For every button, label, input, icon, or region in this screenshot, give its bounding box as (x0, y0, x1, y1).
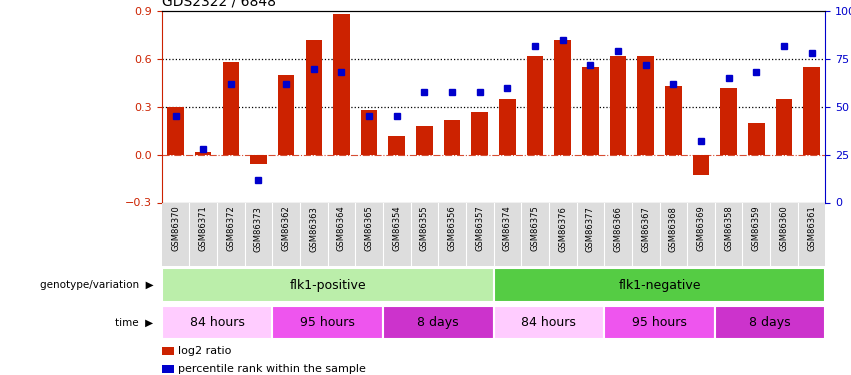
Bar (720, 88, 737, 154)
Text: time  ▶: time ▶ (115, 318, 153, 327)
Bar (494, 306, 604, 339)
Bar (527, 56, 544, 154)
Bar (334, 14, 350, 154)
Text: flk1-positive: flk1-positive (289, 279, 366, 291)
Text: GSM86357: GSM86357 (475, 206, 484, 251)
Text: 8 days: 8 days (418, 316, 459, 329)
Bar (803, 67, 820, 154)
Bar (748, 123, 764, 154)
Text: GSM86360: GSM86360 (780, 206, 789, 251)
Text: GSM86356: GSM86356 (448, 206, 457, 251)
Bar (383, 306, 494, 339)
Text: GSM86366: GSM86366 (614, 206, 623, 252)
Bar (388, 136, 405, 154)
Text: GDS2322 / 6848: GDS2322 / 6848 (162, 0, 276, 9)
Text: log2 ratio: log2 ratio (179, 346, 231, 356)
Text: GSM86363: GSM86363 (309, 206, 318, 252)
Text: GSM86374: GSM86374 (503, 206, 512, 251)
Bar (306, 40, 322, 154)
Bar (361, 110, 378, 154)
Text: flk1-negative: flk1-negative (619, 279, 700, 291)
Bar (693, 154, 709, 176)
Bar (609, 56, 626, 154)
Bar (499, 99, 516, 154)
Bar (250, 154, 267, 164)
Bar (444, 120, 460, 154)
Text: GSM86377: GSM86377 (585, 206, 595, 252)
Bar (494, 268, 825, 302)
Bar (637, 56, 654, 154)
Text: GSM86367: GSM86367 (641, 206, 650, 252)
Bar (776, 99, 792, 154)
Text: 95 hours: 95 hours (632, 316, 687, 329)
Text: genotype/variation  ▶: genotype/variation ▶ (39, 280, 153, 290)
Bar (665, 86, 682, 154)
Bar (604, 306, 715, 339)
Bar (162, 268, 494, 302)
Text: GSM86359: GSM86359 (751, 206, 761, 251)
Text: GSM86371: GSM86371 (198, 206, 208, 251)
Bar (167, 107, 184, 154)
Text: GSM86372: GSM86372 (226, 206, 236, 251)
Bar (195, 152, 212, 154)
Text: GSM86354: GSM86354 (392, 206, 402, 251)
Text: GSM86355: GSM86355 (420, 206, 429, 251)
Text: GSM86365: GSM86365 (364, 206, 374, 251)
Text: 84 hours: 84 hours (522, 316, 576, 329)
Bar (223, 62, 239, 154)
Bar (715, 306, 825, 339)
Bar (416, 126, 432, 154)
Text: GSM86375: GSM86375 (530, 206, 540, 251)
Text: GSM86368: GSM86368 (669, 206, 678, 252)
Text: GSM86361: GSM86361 (807, 206, 816, 251)
Text: GSM86376: GSM86376 (558, 206, 568, 252)
Text: GSM86370: GSM86370 (171, 206, 180, 251)
Text: 84 hours: 84 hours (190, 316, 244, 329)
Bar (162, 347, 174, 355)
Bar (471, 112, 488, 154)
Text: GSM86369: GSM86369 (696, 206, 705, 251)
Bar (162, 364, 174, 373)
Text: 8 days: 8 days (750, 316, 791, 329)
Bar (162, 306, 272, 339)
Text: GSM86358: GSM86358 (724, 206, 734, 251)
Text: percentile rank within the sample: percentile rank within the sample (179, 364, 366, 374)
Text: GSM86373: GSM86373 (254, 206, 263, 252)
Text: GSM86362: GSM86362 (282, 206, 291, 251)
Bar (277, 75, 294, 154)
Text: 95 hours: 95 hours (300, 316, 355, 329)
Text: GSM86364: GSM86364 (337, 206, 346, 251)
Bar (555, 40, 571, 154)
Bar (272, 306, 383, 339)
Bar (582, 67, 599, 154)
